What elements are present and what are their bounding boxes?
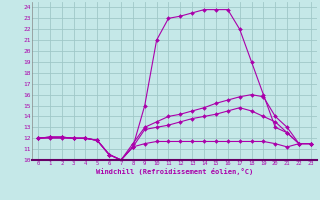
X-axis label: Windchill (Refroidissement éolien,°C): Windchill (Refroidissement éolien,°C) <box>96 168 253 175</box>
